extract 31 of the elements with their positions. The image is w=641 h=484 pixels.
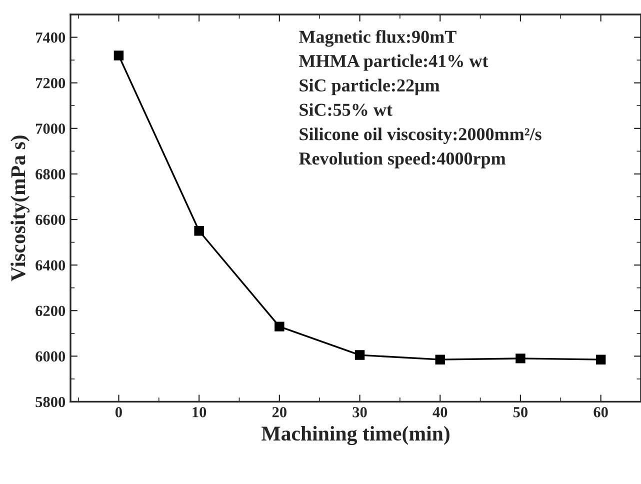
x-tick-label: 20 <box>272 407 286 418</box>
point <box>194 226 204 236</box>
y-tick-label: 6200 <box>36 306 66 316</box>
point <box>354 350 365 360</box>
x-axis-title: Machining time(min) <box>262 426 450 446</box>
annotation: Silicone oil viscosity:2000mm²/s <box>300 128 542 144</box>
point <box>435 354 445 364</box>
point <box>596 354 606 364</box>
x-tick-label: 30 <box>352 407 367 418</box>
y-tick-label: 7200 <box>36 78 66 88</box>
point <box>274 322 284 332</box>
y-tick-label: 7400 <box>36 32 66 43</box>
y-tick-label: 6600 <box>36 214 66 225</box>
x-tick-label: 0 <box>115 407 122 418</box>
point <box>516 354 526 364</box>
y-axis-title: Viscosity(mPa s) <box>10 136 30 282</box>
y-tick-label: 5800 <box>36 396 66 408</box>
annotation: SiC particle:22μm <box>300 78 440 96</box>
point <box>114 50 124 60</box>
x-tick-label: 50 <box>513 407 528 418</box>
y-tick-label: 6400 <box>36 260 66 271</box>
y-tick-label: 6000 <box>36 351 66 362</box>
annotation: Magnetic flux:90mT <box>299 30 456 47</box>
annotation: SiC:55% wt <box>300 103 392 116</box>
x-tick-label: 40 <box>432 407 448 418</box>
y-tick-label: 7000 <box>36 124 66 134</box>
x-tick-label: 60 <box>594 407 608 418</box>
x-tick-label: 10 <box>192 407 206 418</box>
annotation: Revolution speed:4000rpm <box>299 152 506 168</box>
y-tick-label: 6800 <box>36 169 66 180</box>
annotation: MHMA particle:41% wt <box>299 54 488 71</box>
